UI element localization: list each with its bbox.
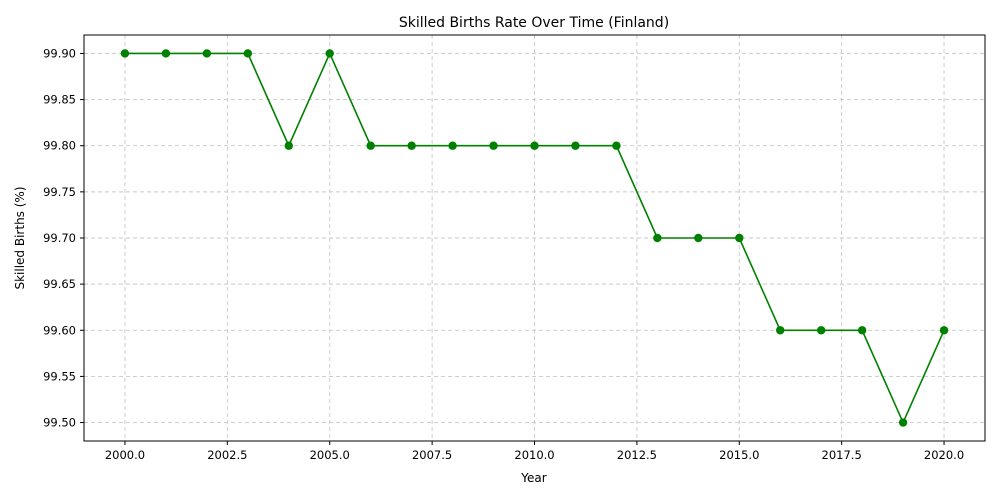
data-point: [120, 49, 130, 58]
data-point: [202, 49, 212, 58]
x-axis-ticks: 2000.0 2002.5 2005.0 2007.5 2010.0 2012.5 2015…: [105, 441, 964, 462]
x-tick-label: 2020.0: [924, 448, 964, 462]
y-tick-label: 99.75: [43, 185, 76, 199]
y-tick-label: 99.65: [43, 277, 76, 291]
data-point: [816, 326, 826, 335]
x-tick-label: 2002.5: [207, 448, 247, 462]
x-tick-label: 2015.0: [719, 448, 759, 462]
chart-title: Skilled Births Rate Over Time (Finland): [399, 15, 669, 31]
data-point: [530, 141, 539, 150]
y-tick-label: 99.55: [43, 369, 76, 383]
x-tick-label: 2010.0: [514, 448, 554, 462]
y-tick-label: 99.50: [43, 416, 76, 430]
y-tick-label: 99.85: [43, 93, 76, 107]
y-tick-label: 99.70: [43, 231, 76, 245]
plot-frame: [83, 34, 986, 442]
data-point: [325, 49, 334, 58]
x-axis-label: Year: [520, 471, 546, 485]
x-tick-label: 2005.0: [310, 448, 350, 462]
x-tick-label: 2000.0: [105, 448, 145, 462]
data-point: [407, 141, 416, 150]
x-tick-label: 2012.5: [617, 448, 657, 462]
grid-lines: [84, 35, 985, 441]
data-point: [489, 141, 498, 150]
data-point: [776, 326, 785, 335]
y-tick-label: 99.80: [43, 139, 76, 153]
data-point: [161, 49, 171, 58]
data-point: [857, 326, 867, 335]
data-point: [653, 233, 662, 243]
series-layer: [120, 49, 949, 427]
data-point: [612, 141, 621, 150]
x-tick-label: 2017.5: [822, 448, 862, 462]
y-tick-label: 99.60: [43, 323, 76, 337]
x-tick-label: 2007.5: [412, 448, 452, 462]
y-axis-label: Skilled Births (%): [13, 186, 27, 289]
data-point: [243, 49, 253, 58]
data-point: [898, 418, 908, 427]
data-point: [939, 326, 949, 335]
data-point: [694, 233, 703, 243]
y-axis-ticks: 99.50 99.55 99.60 99.65 99.70 99.75 99.80 99.85…: [43, 46, 84, 430]
data-point: [448, 141, 457, 150]
data-point: [366, 141, 375, 150]
data-point: [571, 141, 580, 150]
y-tick-label: 99.90: [43, 46, 76, 60]
data-point: [735, 233, 744, 243]
data-point: [284, 141, 293, 150]
